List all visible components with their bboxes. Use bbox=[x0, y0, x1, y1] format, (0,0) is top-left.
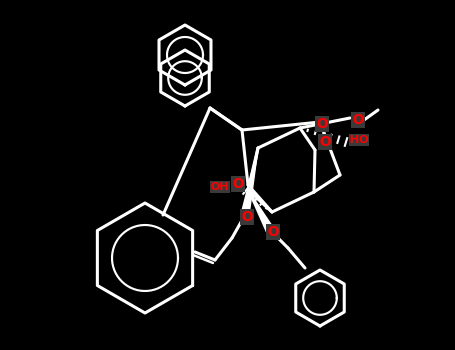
Text: O: O bbox=[232, 177, 244, 191]
Text: O: O bbox=[319, 135, 331, 149]
Polygon shape bbox=[241, 148, 258, 216]
Text: O: O bbox=[241, 210, 253, 224]
Text: OH: OH bbox=[211, 182, 229, 192]
Text: O: O bbox=[316, 117, 328, 131]
Text: HO: HO bbox=[350, 135, 369, 145]
Text: O: O bbox=[352, 113, 364, 127]
Text: O: O bbox=[267, 225, 279, 239]
Polygon shape bbox=[248, 190, 273, 232]
